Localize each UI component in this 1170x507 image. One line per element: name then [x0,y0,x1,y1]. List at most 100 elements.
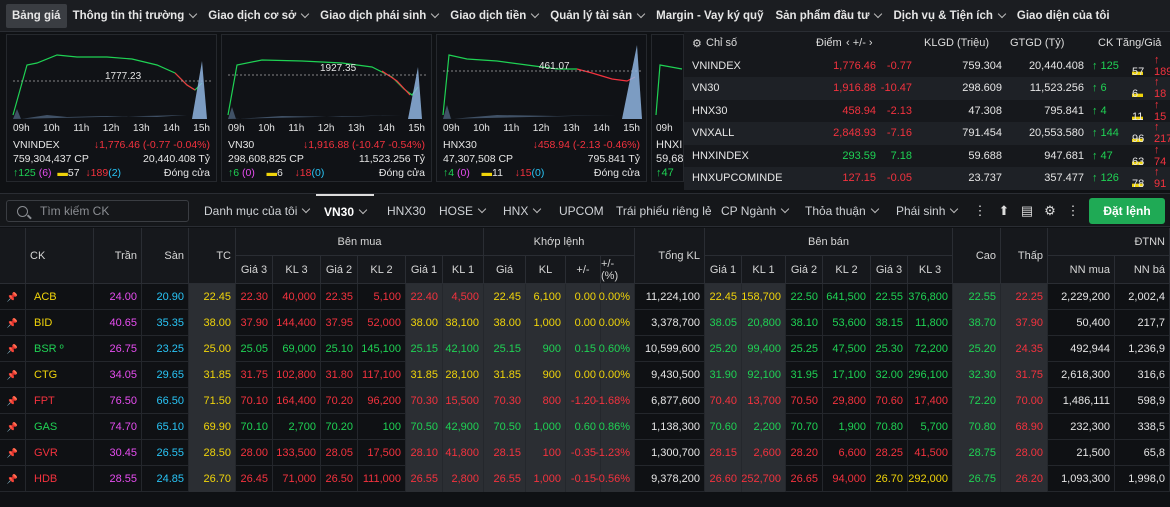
symbol-cell[interactable]: BSR º [26,336,94,362]
cell-m: 28.15 [484,440,526,466]
unch-count: 57 [67,167,80,179]
hour-axis: 09h 10h 11h 12h 13h 14h 15h [13,123,210,134]
cell-mk: 1,000 [526,414,566,440]
index-row[interactable]: HNXUPCOMINDE 127.15 -0.05 23.737 357.477 ↑ 12… [684,166,1170,190]
hour-axis: 09h 10h 11h 12h 13h 14h 15h [228,123,425,134]
table-row[interactable]: 📌 ACB 24.00 20.90 22.45 22.30 40,000 22.35 5,100… [0,284,1170,310]
table-row[interactable]: 📌 HDB 28.55 24.85 26.70 26.45 71,000 26.50 111,0… [0,466,1170,492]
hour-tick: 10h [258,123,275,134]
nav-item-bang-gia[interactable]: Bảng giá [6,3,67,28]
symbol-cell[interactable]: CTG [26,362,94,388]
tab-danh-muc[interactable]: Danh mục của tôi [204,194,311,228]
index-row-ref: 6 [1132,88,1139,101]
unch-count: 6 [277,167,283,179]
tab-hose[interactable]: HOSE [439,194,487,228]
nav-item-quan-ly[interactable]: Quản lý tài sản [544,0,650,32]
chevron-down-icon [531,9,540,18]
table-row[interactable]: 📌 FPT 76.50 66.50 71.50 70.10 164,400 70.20 96,2… [0,388,1170,414]
pin-icon[interactable]: 📌 [0,362,26,388]
excel-icon[interactable]: ▤ [1020,203,1034,218]
index-row[interactable]: HNX30 458.94 -2.13 47.308 795.841 ↑ 4 ▬ 11 ↑ 15 [684,98,1170,123]
hour-tick: 12h [532,123,550,134]
col-change[interactable]: ‹ +/- › [846,37,873,50]
chart-card-vnindex[interactable]: 1777.23 09h 10h 11h 12h 13h 14h 15h VNINDEX ↓1,… [6,34,217,182]
arrow-up-icon[interactable]: ⬆ [998,203,1010,218]
nav-item-gd-phai-sinh[interactable]: Giao dịch phái sinh [314,0,444,32]
pin-icon[interactable]: 📌 [0,388,26,414]
symbol-cell[interactable]: GAS [26,414,94,440]
gear-icon[interactable]: ⚙ [1044,203,1056,218]
index-change: ↓458.94 (-2.13 -0.46%) [532,139,640,151]
tab-trai-phieu[interactable]: Trái phiếu riêng lẻ [616,194,712,228]
cell-b3: 31.75 [236,362,273,388]
symbol-cell[interactable]: GVR [26,440,94,466]
col-gia2: Giá 2 [321,256,358,284]
table-row[interactable]: 📌 BSR º 26.75 23.25 25.00 25.05 69,000 25.10 145… [0,336,1170,362]
pin-icon[interactable]: 📌 [0,466,26,492]
cell-bk2: 111,000 [358,466,406,492]
cell-s3: 26.70 [871,466,908,492]
table-row[interactable]: 📌 BID 40.65 35.35 38.00 37.90 144,400 37.95 52,0… [0,310,1170,336]
pin-icon[interactable]: 📌 [0,310,26,336]
index-row[interactable]: VNINDEX 1,776.46 -0.77 759.304 20,440.408 ↑ 1… [684,54,1170,78]
cell-san: 24.85 [142,466,189,492]
pin-icon[interactable]: 📌 [0,284,26,310]
chevron-down-icon [997,9,1007,18]
nav-item-san-pham[interactable]: Sản phẩm đầu tư [769,0,887,32]
nav-item-thong-tin[interactable]: Thông tin thị trường [67,0,203,32]
cell-cao: 26.75 [953,466,1001,492]
cell-s3: 38.15 [871,310,908,336]
cell-b2: 70.20 [321,388,358,414]
index-row[interactable]: VN30 1,916.88 -10.47 298.609 11,523.256 ↑ 6 ▬ 6… [684,76,1170,101]
place-order-button[interactable]: Đặt lệnh [1089,198,1165,224]
table-row[interactable]: 📌 GAS 74.70 65.10 69.90 70.10 2,700 70.20 100 70.… [0,414,1170,440]
chart-card-hnxindex[interactable]: 09h HNXI 59,68 ↑47 [651,34,684,182]
tab-phai-sinh[interactable]: Phái sinh [896,194,959,228]
symbol-cell[interactable]: ACB [26,284,94,310]
tab-vn30[interactable]: VN30 [316,194,375,228]
index-row[interactable]: VNXALL 2,848.93 -7.16 791.454 20,553.580 ↑ 14… [684,121,1170,145]
group-ben-ban: Bên bán [705,228,953,256]
symbol-cell[interactable]: BID [26,310,94,336]
cell-s1: 31.90 [705,362,742,388]
index-row-down: ↑ 15 [1154,98,1167,123]
col-nnban: NN bá [1115,256,1170,284]
kebab-icon[interactable]: ⋮ [1066,203,1080,218]
tab-cp-nganh[interactable]: CP Ngành [721,194,790,228]
cell-b1: 38.00 [406,310,443,336]
index-row[interactable]: HNXINDEX 293.59 7.18 59.688 947.681 ↑ 47 ▬ 63 ↑ … [684,143,1170,168]
index-row-gtgd: 11,523.256 [1029,82,1084,95]
search-input[interactable]: Tìm kiếm CK [6,200,189,222]
group-khop-lenh: Khớp lệnh [484,228,635,256]
nav-item-margin[interactable]: Margin - Vay ký quỹ [650,0,769,32]
index-row-gtgd: 795.841 [1044,104,1084,117]
chart-card-hnx30[interactable]: 461.07 09h 10h 11h 12h 13h 14h 15h HNX30 ↓458.9… [436,34,647,182]
tab-upcom[interactable]: UPCOM [559,194,604,228]
pin-icon[interactable]: 📌 [0,440,26,466]
index-row-up: ↑ 47 [1092,149,1113,162]
col-ck[interactable]: CK [26,228,94,284]
tab-hnx30[interactable]: HNX30 [387,194,426,228]
nav-item-giao-dien[interactable]: Giao diện của tôi [1011,0,1116,32]
pin-icon[interactable]: 📌 [0,336,26,362]
symbol-cell[interactable]: HDB [26,466,94,492]
table-row[interactable]: 📌 CTG 34.05 29.65 31.85 31.75 102,800 31.80 117,… [0,362,1170,388]
index-row-down: ↑ 74 [1154,143,1167,168]
cell-b2: 25.10 [321,336,358,362]
more-icon[interactable]: ⋮ [973,203,987,218]
cell-b2: 28.05 [321,440,358,466]
chart-card-vn30[interactable]: 1927.35 09h 10h 11h 12h 13h 14h 15h VN30 ↓1,916… [221,34,432,182]
table-row[interactable]: 📌 GVR 30.45 26.55 28.50 28.00 133,500 28.05 17,5… [0,440,1170,466]
pin-icon[interactable]: 📌 [0,414,26,440]
tab-hnx[interactable]: HNX [503,194,542,228]
nav-item-dich-vu[interactable]: Dịch vụ & Tiện ích [887,0,1010,32]
nav-item-gd-tien[interactable]: Giao dịch tiền [444,0,544,32]
tab-thoa-thuan[interactable]: Thỏa thuận [805,194,879,228]
gear-icon[interactable]: ⚙ [692,37,702,50]
col-cao: Cao [953,228,1001,284]
cell-tkl: 1,300,700 [635,440,705,466]
cell-nnb: 2,002,4 [1115,284,1170,310]
symbol-cell[interactable]: FPT [26,388,94,414]
nav-item-gd-co-so[interactable]: Giao dịch cơ sở [202,0,314,32]
cell-nnm: 232,300 [1048,414,1115,440]
